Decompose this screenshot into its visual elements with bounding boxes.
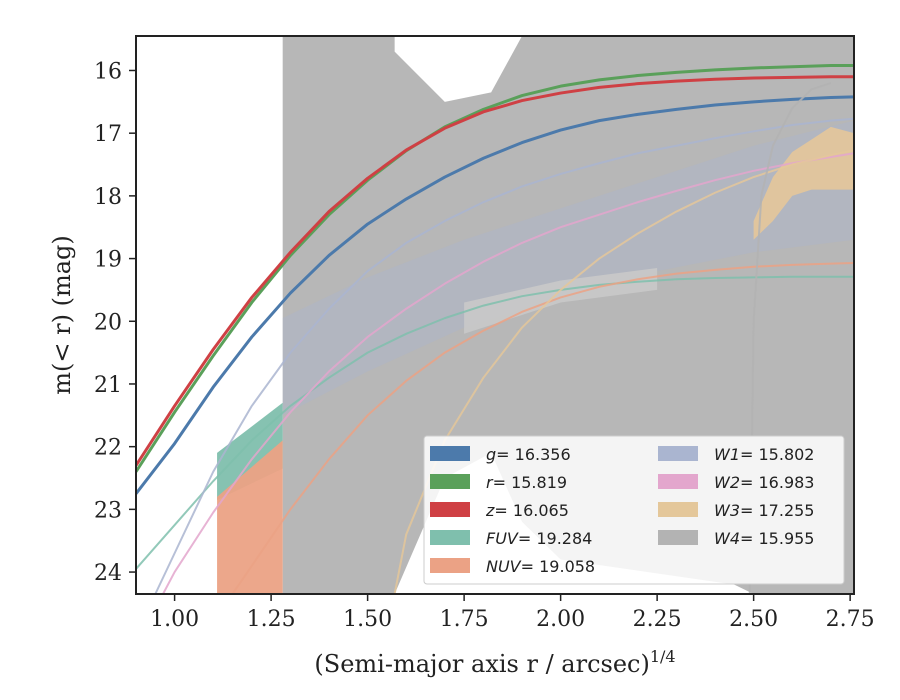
legend-swatch-fuv bbox=[430, 530, 470, 545]
y-tick-label: 20 bbox=[94, 310, 122, 335]
legend-label-r: r= 15.819 bbox=[486, 473, 567, 492]
legend-frame bbox=[423, 435, 845, 585]
series-line-nuv bbox=[231, 261, 854, 594]
legend-band-name: r bbox=[486, 473, 494, 492]
legend-band-value: = 16.356 bbox=[496, 445, 570, 464]
legend-label-g: g= 16.356 bbox=[486, 445, 571, 464]
series-line-w2 bbox=[162, 152, 854, 594]
y-tick-label: 23 bbox=[94, 498, 122, 523]
x-tick-label: 2.75 bbox=[826, 607, 875, 632]
legend-band-name: W3 bbox=[714, 501, 740, 520]
legend-band-value: = 19.058 bbox=[521, 557, 595, 576]
legend-band-name: FUV bbox=[486, 529, 519, 548]
legend-band-value: = 17.255 bbox=[740, 501, 814, 520]
legend-band-value: = 15.955 bbox=[740, 529, 814, 548]
legend-label-z: z= 16.065 bbox=[485, 501, 569, 520]
x-tick-label: 1.50 bbox=[343, 607, 392, 632]
legend-swatch-w1 bbox=[658, 446, 698, 461]
x-tick-label: 2.50 bbox=[729, 607, 778, 632]
y-tick-label: 19 bbox=[94, 248, 122, 273]
series-line-r bbox=[136, 63, 854, 473]
legend-band-name: NUV bbox=[486, 557, 522, 576]
x-axis-label-text: (Semi-major axis r / arcsec) bbox=[314, 650, 649, 678]
x-tick-label: 2.00 bbox=[536, 607, 585, 632]
legend-band-value: = 19.284 bbox=[518, 529, 592, 548]
y-tick-label: 18 bbox=[94, 185, 122, 210]
legend-label-w3: W3= 17.255 bbox=[714, 501, 814, 520]
legend-swatch-z bbox=[430, 502, 470, 517]
axis-ticks: 1.00 1.25 1.50 1.75 2.00 2.25 2.50 2.75 16 17 18 19… bbox=[94, 59, 875, 632]
legend-band-name: z bbox=[485, 501, 495, 520]
y-tick-label: 16 bbox=[94, 59, 122, 84]
legend-swatch-w4 bbox=[658, 530, 698, 545]
y-tick-label: 22 bbox=[94, 436, 122, 461]
legend-band-name: g bbox=[486, 445, 496, 464]
y-axis-label: m(< r) (mag) bbox=[48, 235, 76, 394]
x-axis-label-exponent: 1/4 bbox=[650, 647, 676, 666]
legend-swatch-g bbox=[430, 446, 470, 461]
legend-swatch-w3 bbox=[658, 502, 698, 517]
series-line-w3 bbox=[393, 149, 854, 594]
plot-frame bbox=[135, 35, 855, 595]
legend-label-w1: W1= 15.802 bbox=[714, 445, 814, 464]
series-lines bbox=[136, 63, 854, 594]
legend-band-name: W4 bbox=[714, 529, 740, 548]
series-line-g bbox=[136, 95, 854, 495]
legend-band-value: = 15.802 bbox=[740, 445, 814, 464]
series-line-w1 bbox=[154, 117, 854, 594]
y-tick-label: 17 bbox=[94, 122, 122, 147]
y-axis-label-text: m(< r) (mag) bbox=[48, 235, 76, 394]
band-nuv bbox=[217, 440, 283, 594]
x-tick-label: 1.25 bbox=[247, 607, 296, 632]
legend-swatch-nuv bbox=[430, 558, 470, 573]
legend-band-value: = 15.819 bbox=[493, 473, 567, 492]
legend-label-fuv: FUV= 19.284 bbox=[486, 529, 592, 548]
x-axis-label: (Semi-major axis r / arcsec)1/4 bbox=[314, 647, 675, 678]
legend-label-w2: W2= 16.983 bbox=[714, 473, 814, 492]
legend-swatch-r bbox=[430, 474, 470, 489]
legend-band-value: = 16.983 bbox=[740, 473, 814, 492]
series-line-fuv bbox=[136, 275, 854, 570]
legend-band-name: W2 bbox=[714, 473, 740, 492]
series-line-z bbox=[136, 75, 854, 467]
legend-band-name: W1 bbox=[714, 445, 740, 464]
series-line-w4 bbox=[748, 82, 832, 594]
legend-band-value: = 16.065 bbox=[494, 501, 568, 520]
y-tick-label: 21 bbox=[94, 373, 122, 398]
y-tick-label: 24 bbox=[94, 561, 122, 586]
legend-label-nuv: NUV= 19.058 bbox=[486, 557, 595, 576]
x-tick-label: 2.25 bbox=[633, 607, 682, 632]
legend-swatch-w2 bbox=[658, 474, 698, 489]
x-tick-label: 1.00 bbox=[150, 607, 199, 632]
legend-label-w4: W4= 15.955 bbox=[714, 529, 814, 548]
x-tick-label: 1.75 bbox=[440, 607, 489, 632]
